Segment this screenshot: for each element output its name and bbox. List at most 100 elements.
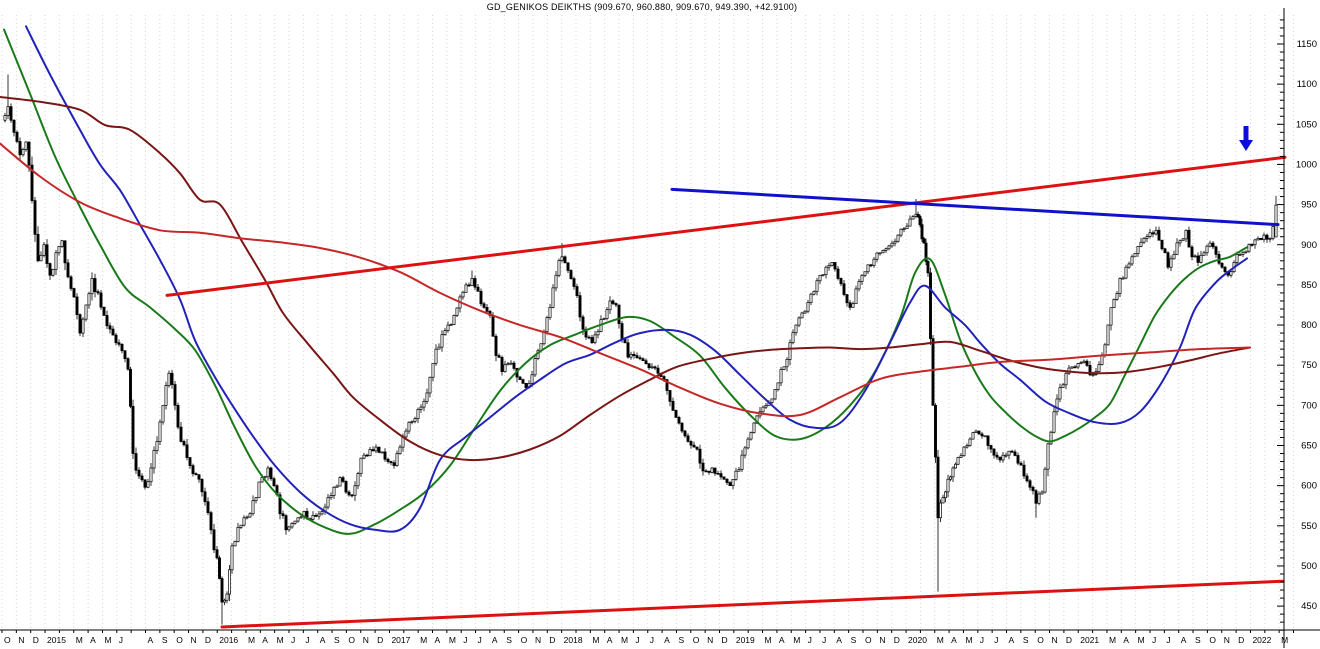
x-axis-label: A	[951, 635, 957, 645]
ma-blue	[25, 25, 1248, 533]
y-axis-label: 1050	[1296, 119, 1317, 130]
x-axis-label: J	[291, 635, 295, 645]
upper-red-trendline	[165, 155, 1287, 297]
x-axis-label: M	[104, 635, 111, 645]
month-gridlines	[1, 15, 1294, 630]
y-axis-label: 1000	[1296, 159, 1317, 170]
x-axis-label: A	[435, 635, 441, 645]
ma-maroon	[0, 95, 1251, 462]
x-axis-label: A	[90, 635, 96, 645]
x-axis-label: D	[205, 635, 211, 645]
chart-title: GD_GENIKOS DEIKTHS (909.670, 960.880, 90…	[486, 2, 798, 12]
y-axis-label: 450	[1301, 601, 1317, 612]
y-axis: 1150 1100 1050 1000 950 900 850 800 750 700 650 600…	[1277, 19, 1317, 631]
x-axis-label: D	[549, 635, 555, 645]
x-axis-label: J	[635, 635, 639, 645]
x-axis-label: A	[1009, 635, 1015, 645]
x-axis-label: 2017	[391, 635, 410, 645]
y-axis-label: 950	[1301, 200, 1317, 211]
blue-down-arrow	[1239, 126, 1253, 151]
x-axis-label: S	[678, 635, 684, 645]
x-axis-label: O	[1209, 635, 1216, 645]
y-axis-label: 800	[1301, 320, 1317, 331]
x-axis-label: D	[1238, 635, 1244, 645]
x-axis-label: A	[262, 635, 268, 645]
y-axis-label: 750	[1301, 360, 1317, 371]
x-axis-label: D	[377, 635, 383, 645]
x-axis-label: S	[1023, 635, 1029, 645]
x-axis-label: M	[765, 635, 772, 645]
x-axis-label: 2020	[908, 635, 927, 645]
axes	[0, 8, 1320, 648]
x-axis-label: O	[521, 635, 528, 645]
x-axis-label: N	[191, 635, 197, 645]
x-axis-label: J	[1152, 635, 1156, 645]
x-axis-label: 2022	[1252, 635, 1271, 645]
lower-red-trendline	[220, 579, 1285, 629]
x-axis-label: N	[363, 635, 369, 645]
x-axis-label: D	[33, 635, 39, 645]
x-axis-label: N	[18, 635, 24, 645]
y-axis-label: 1150	[1297, 39, 1317, 50]
x-axis-label: J	[994, 635, 998, 645]
x-axis-label: O	[693, 635, 700, 645]
x-axis-label: O	[4, 635, 11, 645]
x-axis-label: 2015	[47, 635, 66, 645]
x-axis-label: A	[492, 635, 498, 645]
x-axis-label: M	[621, 635, 628, 645]
x-axis-label: A	[779, 635, 785, 645]
x-axis: O N D 2015 M A M J A S O N D 2016 M A M J J A S O N D 2017 M A M J J A…	[1, 630, 1294, 645]
x-axis-label: 2016	[219, 635, 238, 645]
x-axis-label: M	[965, 635, 972, 645]
x-axis-label: O	[176, 635, 183, 645]
x-axis-label: J	[305, 635, 309, 645]
x-axis-label: J	[1166, 635, 1170, 645]
x-axis-label: A	[836, 635, 842, 645]
x-axis-label: M	[793, 635, 800, 645]
x-axis-label: S	[506, 635, 512, 645]
x-axis-label: D	[1066, 635, 1072, 645]
x-axis-label: M	[1138, 635, 1145, 645]
x-axis-label: J	[478, 635, 482, 645]
x-axis-label: A	[1123, 635, 1129, 645]
x-axis-label: 2018	[564, 635, 583, 645]
y-axis-label: 650	[1301, 441, 1317, 452]
x-axis-label: J	[119, 635, 123, 645]
x-axis-label: D	[722, 635, 728, 645]
x-axis-label: N	[1224, 635, 1230, 645]
x-axis-label: A	[148, 635, 154, 645]
x-axis-label: S	[334, 635, 340, 645]
x-axis-label: J	[822, 635, 826, 645]
x-axis-label: S	[851, 635, 857, 645]
x-axis-label: O	[865, 635, 872, 645]
x-axis-label: 2019	[736, 635, 755, 645]
y-axis-label: 500	[1301, 561, 1317, 572]
x-axis-label: S	[1195, 635, 1201, 645]
x-axis-label: J	[808, 635, 812, 645]
x-axis-label: J	[650, 635, 654, 645]
x-axis-label: A	[607, 635, 613, 645]
x-axis-label: 2021	[1080, 635, 1099, 645]
x-axis-label: O	[348, 635, 355, 645]
y-axis-label: 600	[1301, 481, 1317, 492]
y-axis-label: 850	[1301, 280, 1317, 291]
ma-red	[0, 142, 1251, 418]
x-axis-label: M	[248, 635, 255, 645]
x-axis-label: N	[1052, 635, 1058, 645]
x-axis-label: J	[980, 635, 984, 645]
x-axis-label: M	[1281, 635, 1288, 645]
x-axis-label: A	[320, 635, 326, 645]
y-axis-label: 550	[1301, 521, 1317, 532]
y-axis-label: 1100	[1297, 79, 1317, 90]
x-axis-label: M	[592, 635, 599, 645]
x-axis-label: M	[420, 635, 427, 645]
ma-green	[3, 28, 1248, 535]
x-axis-label: N	[879, 635, 885, 645]
x-axis-label: S	[162, 635, 168, 645]
candlestick-series	[3, 74, 1278, 625]
x-axis-label: M	[937, 635, 944, 645]
x-axis-label: A	[1181, 635, 1187, 645]
y-axis-label: 900	[1301, 240, 1317, 251]
